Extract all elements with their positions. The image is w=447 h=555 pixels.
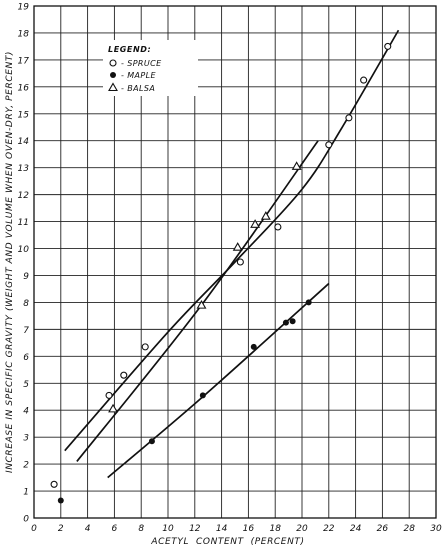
x-tick-label: 6 (112, 524, 118, 534)
y-tick-label: 8 (23, 299, 29, 309)
y-tick-label: 16 (18, 83, 30, 93)
grid (33, 5, 437, 519)
x-tick-label: 24 (350, 524, 362, 534)
legend-marker-balsa (108, 82, 118, 92)
x-tick-label: 22 (323, 524, 335, 534)
data-point-spruce (120, 371, 128, 379)
y-tick-label: 12 (18, 191, 30, 201)
data-point-spruce (236, 258, 244, 266)
data-point-spruce (50, 480, 58, 488)
y-axis-label: INCREASE IN SPECIFIC GRAVITY (WEIGHT AND… (5, 51, 15, 473)
x-tick-label: 30 (430, 524, 442, 534)
y-tick-label: 17 (18, 56, 30, 66)
y-tick-label: 6 (23, 353, 29, 363)
legend: LEGEND: - SPRUCE - MAPLE - BALSA (103, 40, 198, 96)
data-point-spruce (360, 76, 368, 84)
data-point-balsa (250, 219, 261, 228)
y-tick-label: 9 (23, 272, 29, 282)
x-tick-label: 16 (243, 524, 255, 534)
legend-background (103, 40, 198, 96)
x-tick-label: 0 (31, 524, 37, 534)
y-tick-label: 10 (18, 245, 30, 255)
data-point-balsa (260, 211, 271, 220)
y-tick-label: 13 (18, 164, 30, 174)
x-tick-label: 26 (377, 524, 389, 534)
y-tick-label: 15 (18, 110, 30, 120)
y-tick-label: 1 (23, 488, 29, 498)
x-tick-label: 20 (296, 524, 308, 534)
y-tick-label: 14 (18, 137, 30, 147)
x-tick-label: 2 (58, 524, 64, 534)
legend-label-balsa: - BALSA (121, 84, 155, 93)
data-point-balsa (196, 300, 207, 309)
x-tick-label: 14 (216, 524, 228, 534)
data-point-maple (148, 438, 155, 445)
x-tick-label: 28 (403, 524, 415, 534)
x-tick-label: 18 (269, 524, 281, 534)
data-point-spruce (105, 391, 113, 399)
data-point-spruce (345, 114, 353, 122)
x-tick-label: 4 (85, 524, 91, 534)
data-point-maple (57, 497, 64, 504)
data-point-balsa (232, 242, 243, 251)
data-point-maple (305, 299, 312, 306)
y-tick-label: 5 (23, 380, 29, 390)
x-tick-label: 10 (162, 524, 174, 534)
data-point-maple (289, 318, 296, 325)
tick-labels: 0 2 4 6 8 10 12 14 16 18 20 22 24 26 28 300123456789101… (18, 3, 442, 535)
legend-label-maple: - MAPLE (121, 71, 156, 80)
legend-marker-spruce (109, 59, 117, 67)
plot-frame (33, 5, 437, 519)
y-tick-label: 0 (23, 515, 29, 525)
y-tick-label: 19 (18, 3, 30, 13)
data-point-balsa (291, 161, 302, 170)
y-tick-label: 18 (18, 29, 30, 39)
x-axis-label: ACETYL CONTENT (PERCENT) (150, 537, 304, 547)
y-tick-label: 3 (23, 434, 29, 444)
data-point-spruce (384, 42, 392, 50)
data-point-spruce (141, 343, 149, 351)
data-point-maple (250, 343, 257, 350)
x-tick-label: 8 (138, 524, 144, 534)
legend-marker-maple (110, 72, 116, 78)
y-tick-label: 2 (23, 461, 29, 471)
data-point-maple (199, 392, 206, 399)
legend-label-spruce: - SPRUCE (121, 59, 162, 68)
y-tick-label: 4 (23, 407, 29, 417)
data-points (50, 42, 392, 504)
x-tick-label: 12 (189, 524, 201, 534)
data-point-balsa (108, 403, 119, 413)
data-point-spruce (274, 223, 282, 231)
data-point-spruce (325, 141, 333, 149)
data-point-maple (282, 319, 289, 326)
y-tick-label: 7 (23, 326, 29, 336)
y-tick-label: 11 (18, 218, 29, 228)
legend-title: LEGEND: (108, 45, 151, 54)
